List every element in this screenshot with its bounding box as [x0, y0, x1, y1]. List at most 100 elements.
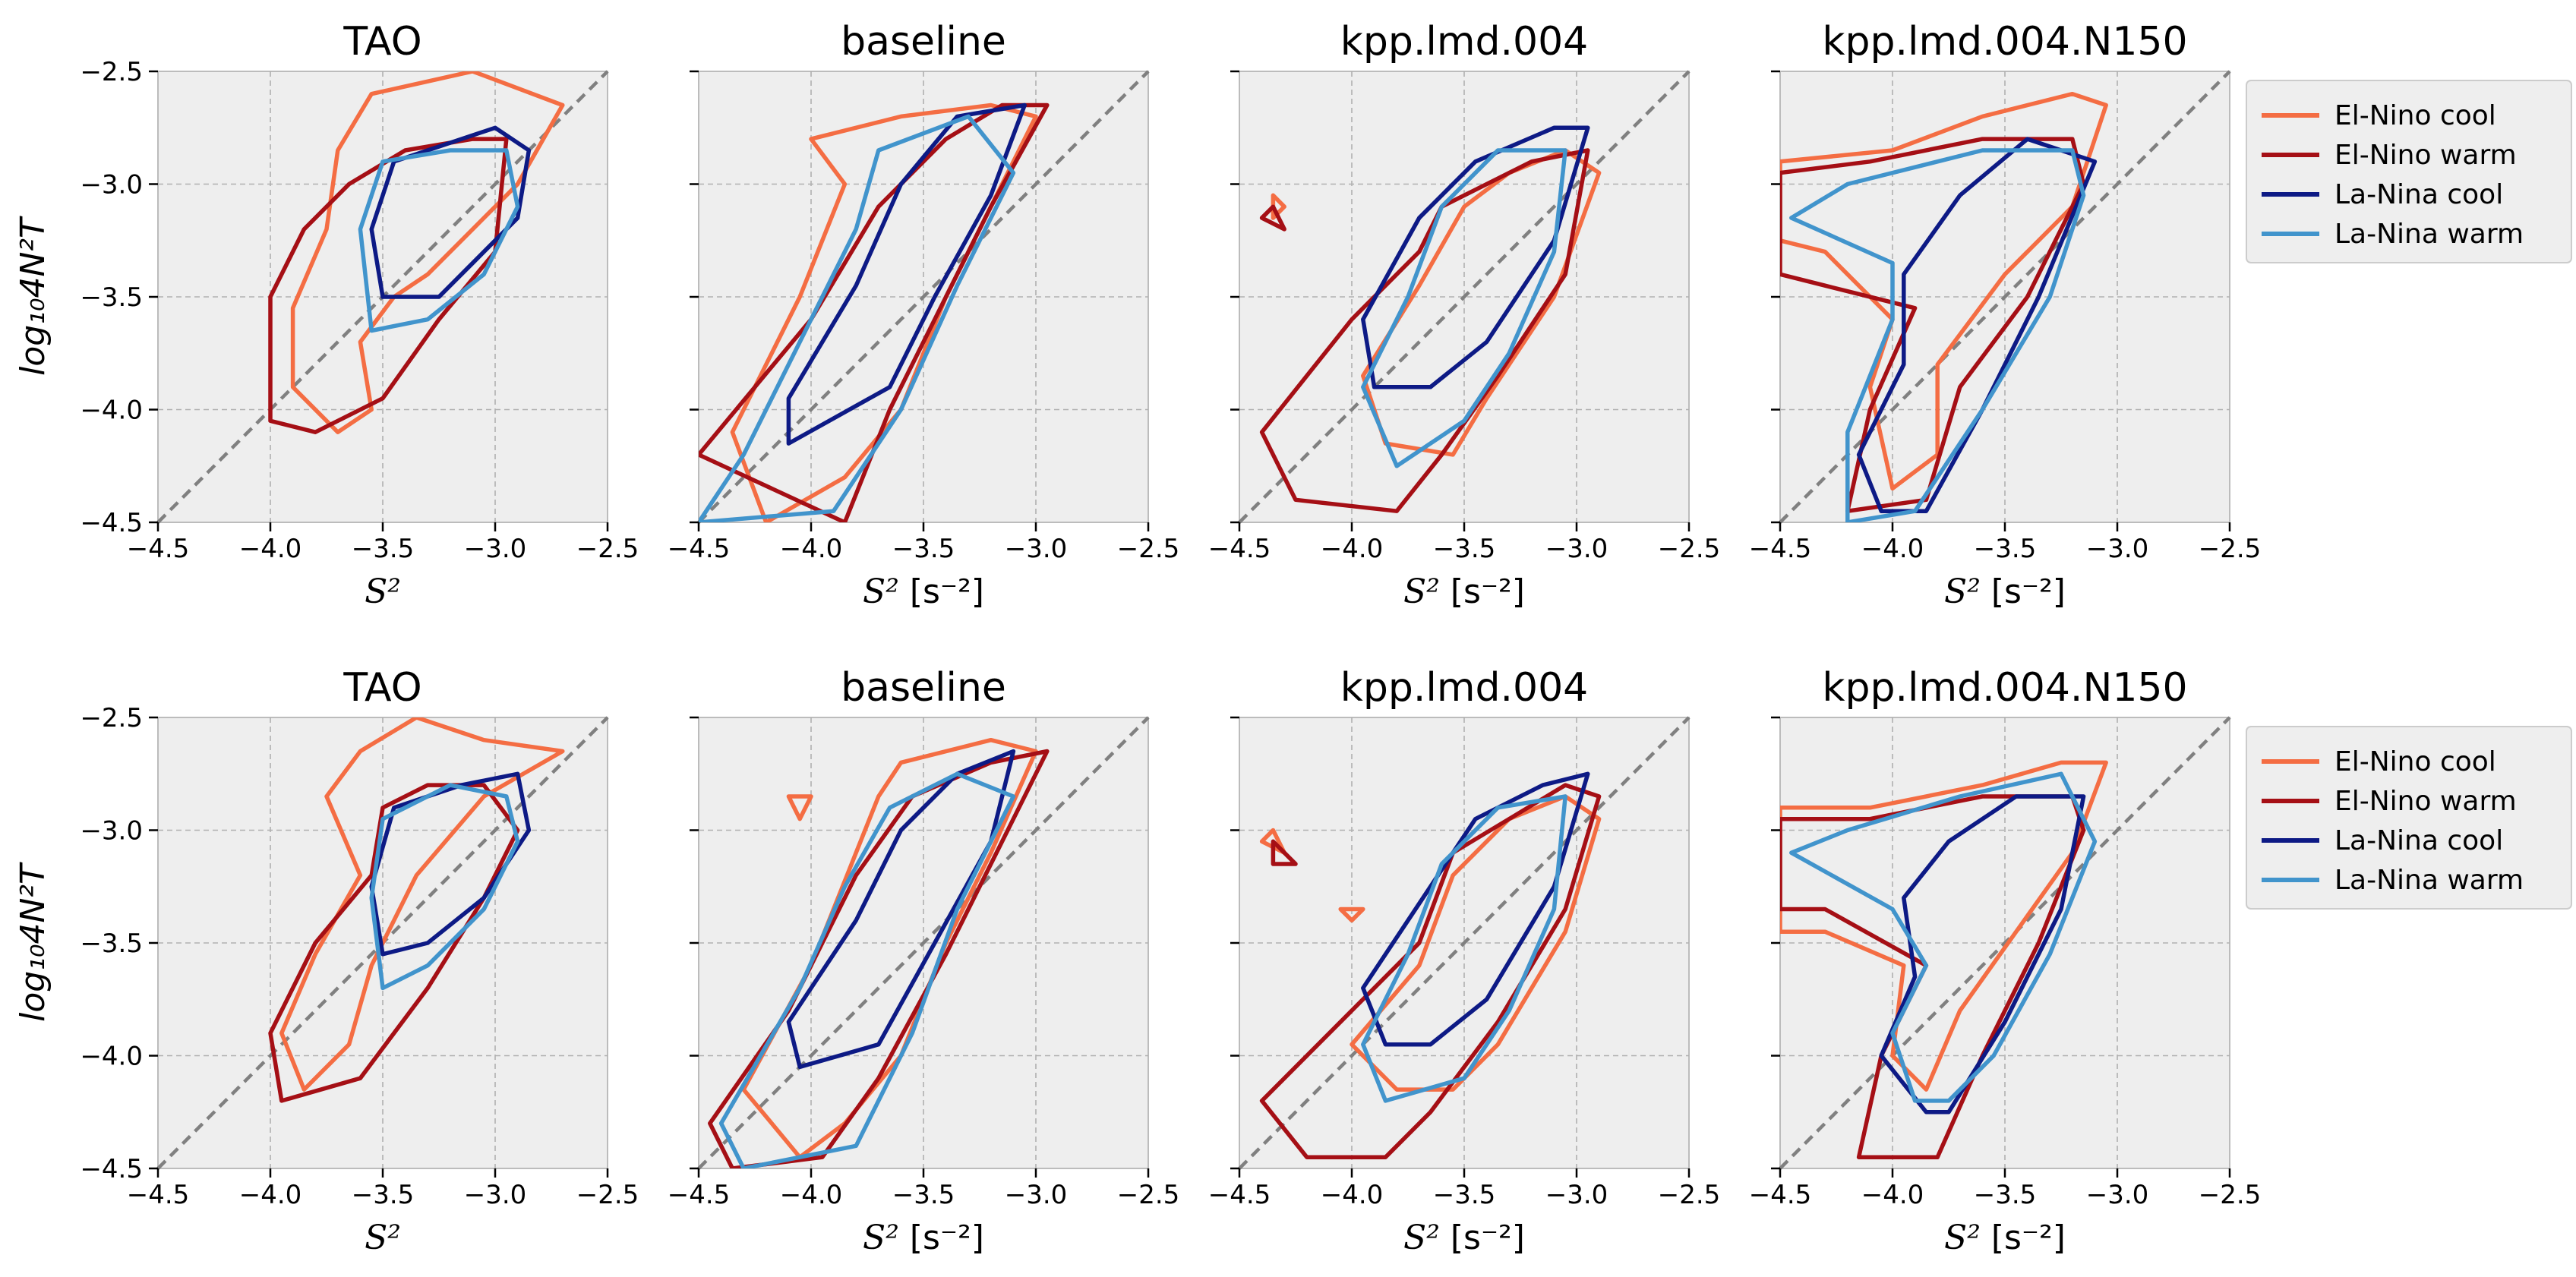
panel-TAO-row1: −4.5 −4.0 −3.5 −3.0 −2.5 −4.5 −4.0 −3.5 −3.0 −2.5…	[14, 665, 639, 1257]
x-tick-label: −3.5	[1433, 1180, 1496, 1210]
contour-el-nino-cool	[786, 794, 813, 821]
x-tick-label: −4.0	[780, 534, 843, 564]
x-tick-label: −3.0	[1005, 534, 1068, 564]
panel-title: kpp.lmd.004.N150	[1822, 19, 2187, 65]
legend-label: La-Nina cool	[2334, 825, 2503, 856]
panel-baseline-row0: −4.5 −4.0 −3.5 −3.0 −2.5 baseline S² [s⁻²]	[668, 19, 1180, 611]
contour-la-nina-warm	[1361, 794, 1567, 1103]
contour-la-nina-cool	[1856, 137, 2098, 513]
x-tick-label: −3.5	[892, 534, 955, 564]
panel-title: kpp.lmd.004	[1340, 665, 1589, 711]
x-axis-label: S² [s⁻²]	[1403, 572, 1525, 611]
x-tick-label: −3.5	[892, 1180, 955, 1210]
legend-label: La-Nina warm	[2334, 865, 2524, 896]
contour-la-nina-warm	[1789, 148, 2086, 522]
x-tick-label: −2.5	[1658, 1180, 1721, 1210]
x-tick-label: −2.5	[1117, 534, 1180, 564]
contour-la-nina-cool	[786, 102, 1027, 446]
contour-la-nina-cool	[786, 749, 1016, 1070]
contour-la-nina-cool	[369, 771, 532, 957]
contour-el-nino-warm	[1259, 204, 1286, 232]
contour-la-nina-warm	[1361, 148, 1567, 468]
x-tick-label: −2.5	[2199, 534, 2262, 564]
x-axis-label: S² [s⁻²]	[1944, 572, 2066, 611]
y-tick-label: −3.0	[80, 170, 143, 200]
x-tick-label: −2.5	[576, 534, 639, 564]
contour-la-nina-warm	[369, 783, 520, 991]
panel-title: TAO	[343, 665, 421, 711]
x-axis-label: S²	[365, 572, 401, 611]
legend-label: El-Nino cool	[2334, 746, 2496, 777]
legend: El-Nino cool El-Nino warm La-Nina cool La-N…	[2246, 80, 2572, 263]
x-tick-label: −4.0	[239, 534, 302, 564]
x-tick-label: −2.5	[1658, 534, 1721, 564]
contours	[1780, 91, 2108, 522]
x-axis-label: S² [s⁻²]	[1944, 1219, 2066, 1257]
x-tick-label: −4.5	[127, 1180, 190, 1210]
y-axis-label: log₁₀4N²T	[14, 216, 52, 376]
one-to-one-line	[1779, 70, 2231, 524]
contour-el-nino-warm	[1780, 794, 2086, 1159]
panel-TAO-row0: −4.5 −4.0 −3.5 −3.0 −2.5 −4.5 −4.0 −3.5 −3.0 −2.5…	[14, 19, 639, 611]
legend-label: El-Nino cool	[2334, 100, 2496, 131]
one-to-one-line	[1779, 716, 2231, 1170]
y-axis-label: log₁₀4N²T	[14, 862, 52, 1022]
y-tick-label: −4.0	[80, 1042, 143, 1072]
legend-label: La-Nina warm	[2334, 219, 2524, 250]
panel-kpp-lmd-004-N150-row1: −4.5 −4.0 −3.5 −3.0 −2.5 kpp.lmd.004.N150 S² […	[1749, 665, 2572, 1257]
x-tick-label: −2.5	[1117, 1180, 1180, 1210]
contour-el-nino-warm	[1271, 839, 1298, 866]
contour-la-nina-warm	[358, 148, 520, 333]
x-tick-label: −3.0	[1005, 1180, 1068, 1210]
contours	[1259, 125, 1602, 513]
contour-la-nina-cool	[1361, 771, 1590, 1047]
x-tick-label: −2.5	[2199, 1180, 2262, 1210]
contour-el-nino-warm	[1259, 148, 1590, 513]
panel-title: baseline	[841, 19, 1006, 65]
contour-el-nino-warm	[1780, 137, 2086, 513]
contour-la-nina-warm	[718, 771, 1016, 1168]
x-tick-label: −3.5	[1974, 1180, 2037, 1210]
x-axis-label: S² [s⁻²]	[863, 1219, 984, 1257]
x-tick-label: −4.0	[1861, 534, 1924, 564]
y-tick-label: −3.0	[80, 816, 143, 847]
panel-title: kpp.lmd.004.N150	[1822, 665, 2187, 711]
contour-el-nino-cool	[1780, 91, 2108, 491]
x-tick-label: −3.0	[2086, 1180, 2149, 1210]
y-tick-label: −4.5	[80, 1154, 143, 1184]
x-tick-label: −4.0	[1861, 1180, 1924, 1210]
y-tick-label: −4.0	[80, 396, 143, 426]
y-tick-label: −3.5	[80, 282, 143, 313]
legend-label: El-Nino warm	[2334, 786, 2517, 817]
y-tick-label: −4.5	[80, 508, 143, 538]
panel-title: TAO	[343, 19, 421, 65]
x-axis-label: S²	[365, 1219, 401, 1257]
y-tick-label: −3.5	[80, 929, 143, 959]
panel-kpp-lmd-004-row1: −4.5 −4.0 −3.5 −3.0 −2.5 kpp.lmd.004 S² [s⁻²]	[1208, 665, 1721, 1257]
x-tick-label: −4.5	[668, 534, 731, 564]
y-tick-label: −2.5	[80, 703, 143, 733]
contour-la-nina-cool	[1879, 794, 2086, 1115]
panel-kpp-lmd-004-N150-row0: −4.5 −4.0 −3.5 −3.0 −2.5 kpp.lmd.004.N150 S² […	[1749, 19, 2572, 611]
contours	[699, 102, 1050, 522]
contour-la-nina-warm	[1789, 771, 2098, 1103]
x-tick-label: −3.0	[2086, 534, 2149, 564]
y-tick-label: −2.5	[80, 57, 143, 87]
x-tick-label: −4.5	[1749, 1180, 1812, 1210]
contour-el-nino-warm	[1259, 783, 1602, 1159]
legend-frame	[2246, 80, 2572, 263]
one-to-one-line	[1238, 70, 1690, 524]
x-tick-label: −3.5	[1974, 534, 2037, 564]
x-tick-label: −4.0	[1321, 534, 1384, 564]
contours	[1780, 760, 2108, 1159]
contour-la-nina-cool	[1361, 125, 1590, 389]
contour-la-nina-warm	[699, 114, 1016, 522]
legend-label: El-Nino warm	[2334, 140, 2517, 171]
contours	[268, 717, 565, 1103]
x-tick-label: −3.5	[352, 534, 415, 564]
x-tick-label: −4.5	[1208, 1180, 1271, 1210]
x-axis-label: S² [s⁻²]	[1403, 1219, 1525, 1257]
x-tick-label: −3.0	[1545, 1180, 1608, 1210]
one-to-one-line	[697, 70, 1150, 524]
